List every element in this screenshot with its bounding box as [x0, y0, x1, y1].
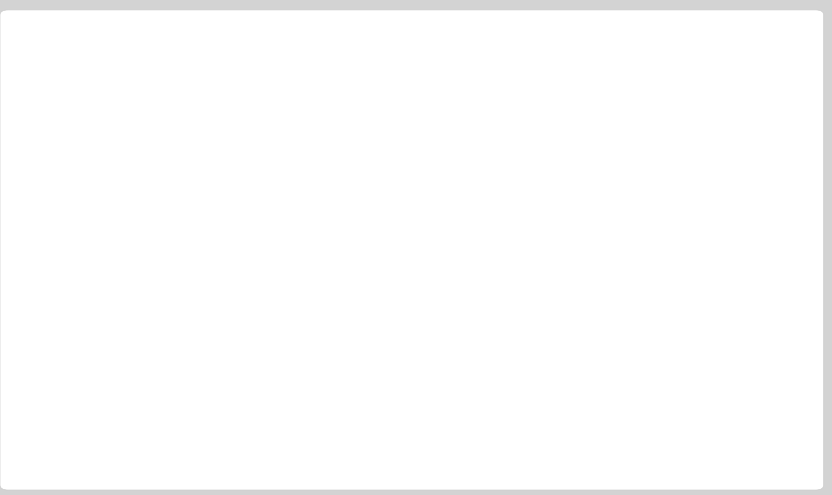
- Bar: [265, 89, 380, 238]
- Text: 12 in.: 12 in.: [305, 257, 340, 270]
- Text: 34 inches: 34 inches: [79, 328, 143, 341]
- Text: 20 inches: 20 inches: [79, 377, 143, 390]
- Text: 16 in.: 16 in.: [394, 157, 430, 170]
- Text: Joe used the Pythagorean theorem to make sure the picture frame he made is a pre: Joe used the Pythagorean theorem to make…: [22, 35, 761, 48]
- Text: B.: B.: [54, 377, 69, 390]
- Text: If Joe’s picture frame is a precise rectangle, how long is each diagonal in the : If Joe’s picture frame is a precise rect…: [22, 287, 731, 300]
- Text: D.: D.: [54, 471, 70, 484]
- Text: 28 inches: 28 inches: [79, 427, 143, 440]
- Text: A.: A.: [54, 328, 69, 341]
- Text: 14 inches: 14 inches: [79, 471, 143, 484]
- Text: C.: C.: [54, 427, 68, 440]
